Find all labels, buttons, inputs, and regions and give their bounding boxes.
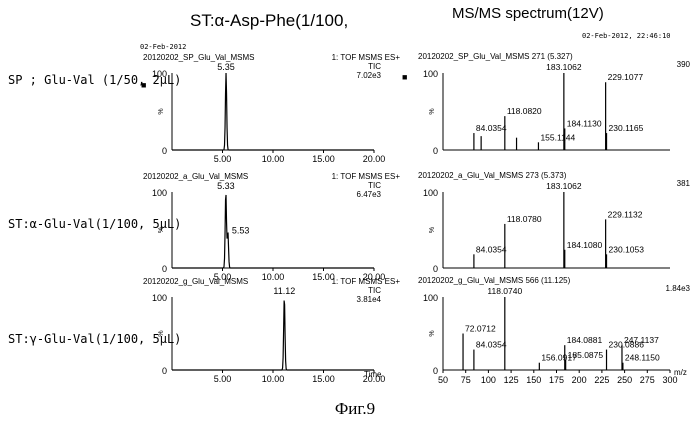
y-tick-label: 100: [152, 69, 167, 79]
intensity-label: 390: [677, 60, 691, 69]
y-tick-label: 100: [423, 69, 438, 79]
peak-label: 230.1053: [609, 244, 645, 254]
peak-label: 183.1062: [546, 181, 582, 191]
tic-trace: [172, 195, 374, 268]
x-tick-label: 15.00: [312, 154, 335, 164]
x-tick-label: 275: [640, 375, 655, 385]
intensity-label: 381: [677, 179, 691, 188]
peak-label: 72.0712: [465, 324, 496, 334]
file-name: 20120202_a_Glu_Val_MSMS: [143, 172, 248, 181]
y-tick-label: 100: [152, 293, 167, 303]
x-tick-label: 15.00: [312, 374, 335, 384]
x-tick-label: 100: [481, 375, 496, 385]
chromatogram-1: 100 0% 20120202_SP_Glu_Val_MSMS 1: TOF MSMS…: [143, 53, 400, 164]
peak-label: 118.0820: [507, 106, 542, 116]
peak-label: 84.0354: [476, 340, 507, 350]
mode-label: TIC: [368, 181, 381, 190]
y-axis-percent-label: %: [429, 227, 436, 233]
marker-square-2: ■: [402, 72, 407, 82]
x-tick-label: 20.00: [363, 154, 386, 164]
mode-label: TIC: [368, 62, 381, 71]
peak-label: 11.12: [273, 286, 295, 296]
y-axis-percent-label: %: [158, 108, 165, 114]
y-tick-label: 100: [423, 188, 438, 198]
x-tick-label: 10.00: [262, 154, 285, 164]
peak-label: 84.0354: [476, 123, 507, 133]
x-tick-label: 250: [617, 375, 632, 385]
method-label: 1: TOF MSMS ES+: [332, 277, 401, 286]
x-tick-label: 50: [438, 375, 448, 385]
date-left: 02-Feb-2012: [140, 43, 186, 51]
peak-label: 118.0740: [487, 286, 522, 296]
marker-square-1: ■: [141, 80, 146, 90]
x-tick-label: 150: [526, 375, 541, 385]
y-tick-label: 0: [162, 366, 167, 376]
peak-label: 155.1144: [540, 132, 575, 142]
spectrum-1: 100 0% 20120202_SP_Glu_Val_MSMS 271 (5.327…: [418, 52, 691, 156]
y-axis-percent-label: %: [429, 108, 436, 114]
x-axis-label: m/z: [674, 368, 687, 377]
row-label-alpha: ST:α-Glu-Val(1/100, 5μL): [8, 217, 181, 231]
x-tick-label: 5.00: [214, 374, 232, 384]
date-right: 02-Feb-2012, 22:46:10: [582, 32, 671, 40]
method-label: 1: TOF MSMS ES+: [332, 172, 401, 181]
y-tick-label: 0: [162, 264, 167, 274]
peak-label: 5.33: [217, 181, 235, 191]
peak-label: 5.53: [232, 226, 250, 236]
peak-label: 183.1062: [546, 62, 582, 72]
peak-label: 184.1130: [567, 118, 602, 128]
x-tick-label: 225: [594, 375, 609, 385]
mode-label: TIC: [368, 286, 381, 295]
chromatogram-3: 100 0% 20120202_g_Glu_Val_MSMS 1: TOF MSMS …: [143, 277, 400, 384]
y-tick-label: 100: [423, 293, 438, 303]
x-tick-label: 175: [549, 375, 564, 385]
x-tick-label: 10.00: [262, 374, 285, 384]
x-tick-label: 75: [461, 375, 471, 385]
peak-label: 184.0881: [567, 335, 603, 345]
peak-label: 84.0354: [476, 244, 507, 254]
tic-trace: [172, 301, 374, 370]
peak-label: 229.1132: [608, 209, 643, 219]
file-name: 20120202_g_Glu_Val_MSMS: [143, 277, 248, 286]
peak-label: 5.35: [217, 62, 235, 72]
file-name: 20120202_g_Glu_Val_MSMS 566 (11.125): [418, 276, 571, 285]
x-tick-label: 125: [504, 375, 519, 385]
x-tick-label: 10.00: [262, 272, 285, 282]
method-label: 1: TOF MSMS ES+: [332, 53, 401, 62]
y-axis-percent-label: %: [158, 227, 165, 233]
peak-label: 247.1137: [624, 335, 659, 345]
y-tick-label: 0: [433, 264, 438, 274]
file-name: 20120202_SP_Glu_Val_MSMS: [143, 53, 254, 62]
x-tick-label: 200: [572, 375, 587, 385]
row-label-gamma: ST:γ-Glu-Val(1/100, 5μL): [8, 332, 181, 346]
y-tick-label: 100: [152, 188, 167, 198]
peak-label: 184.1080: [567, 240, 603, 250]
figure-caption: Фиг.9: [335, 399, 375, 418]
intensity-label: 1.84e3: [666, 284, 691, 293]
chromatogram-2: 100 0% 20120202_a_Glu_Val_MSMS 1: TOF MSMS …: [143, 172, 400, 282]
tic-trace: [172, 73, 374, 150]
peak-label: 230.1165: [609, 123, 644, 133]
file-name: 20120202_a_Glu_Val_MSMS 273 (5.373): [418, 171, 567, 180]
y-axis-percent-label: %: [429, 330, 436, 336]
x-tick-label: 5.00: [214, 154, 232, 164]
spectrum-2: 100 0% 20120202_a_Glu_Val_MSMS 273 (5.373)…: [418, 171, 691, 274]
intensity-label: 3.81e4: [357, 295, 382, 304]
left-title: ST:α-Asp-Phe(1/100,: [190, 11, 348, 30]
y-tick-label: 0: [162, 146, 167, 156]
right-title: MS/MS spectrum(12V): [452, 5, 604, 22]
intensity-label: 7.02e3: [357, 71, 382, 80]
x-axis-label: Time: [364, 370, 382, 379]
peak-label: 118.0780: [507, 214, 542, 224]
y-tick-label: 0: [433, 146, 438, 156]
peak-label: 229.1077: [608, 72, 644, 82]
y-axis-percent-label: %: [158, 330, 165, 336]
intensity-label: 6.47e3: [357, 190, 382, 199]
peak-label: 185.0875: [568, 350, 604, 360]
spectrum-3: 1000%20120202_g_Glu_Val_MSMS 566 (11.125…: [418, 276, 691, 385]
file-name: 20120202_SP_Glu_Val_MSMS 271 (5.327): [418, 52, 573, 61]
peak-label: 248.1150: [625, 353, 660, 363]
